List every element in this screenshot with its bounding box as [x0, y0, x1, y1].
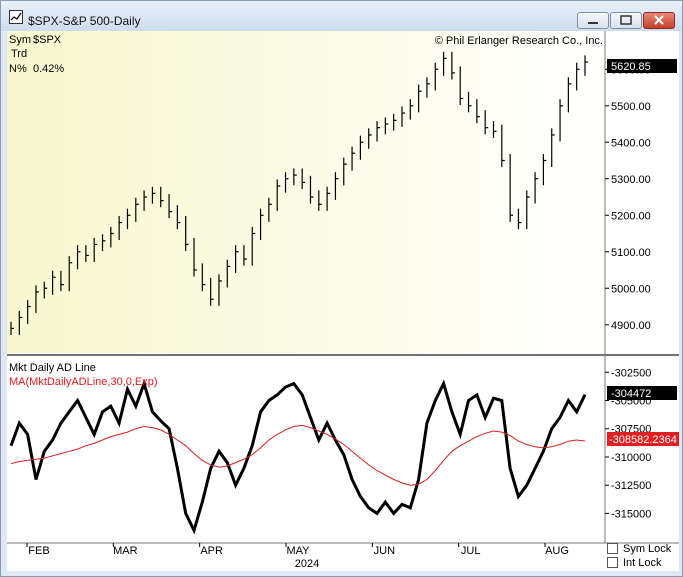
month-label: MAY [286, 545, 310, 557]
info-sym-value: $SPX [33, 34, 62, 46]
sym-lock-label: Sym Lock [623, 543, 672, 555]
indicator-tick-label: -312500 [611, 480, 651, 492]
ad-value-text: -304472 [611, 388, 651, 400]
title-bar[interactable]: $SPX-S&P 500-Daily [1, 1, 682, 31]
ma-line-series [10, 424, 586, 486]
year-label: 2024 [295, 558, 319, 570]
chart-app-icon [9, 10, 23, 24]
indicator-label-ma: MA(MktDailyADLine,30,0,Exp) [9, 376, 158, 388]
indicator-tick-label: -310000 [611, 452, 651, 464]
minimize-icon [588, 22, 598, 24]
indicator-label-ad: Mkt Daily AD Line [9, 362, 96, 374]
sym-lock-checkbox[interactable] [607, 543, 618, 554]
int-lock-checkbox[interactable] [607, 557, 618, 568]
close-icon [654, 15, 664, 25]
price-tick-label: 5400.00 [611, 137, 651, 149]
price-tick-label: 5300.00 [611, 174, 651, 186]
chart-svg[interactable]: 5600.005500.005400.005300.005200.005100.… [7, 31, 679, 571]
indicator-tick-label: -302500 [611, 367, 651, 379]
last-price-text: 5620.85 [611, 61, 651, 73]
month-label: FEB [28, 545, 49, 557]
price-panel-bg [7, 31, 605, 353]
close-button[interactable] [643, 12, 675, 29]
month-label: JUL [461, 545, 481, 557]
info-n-key: N% [9, 63, 27, 75]
window-title: $SPX-S&P 500-Daily [28, 14, 141, 28]
month-label: AUG [545, 545, 569, 557]
indicator-tick-label: -315000 [611, 508, 651, 520]
ma-value-text: -308582.2364 [609, 434, 677, 446]
date-axis: FEB MAR APR MAY JUN JUL AUG [26, 543, 569, 557]
price-bars [10, 51, 588, 335]
info-sym-key: Sym [9, 34, 31, 46]
indicator-panel-bg [7, 357, 605, 543]
chart-area[interactable]: 5600.005500.005400.005300.005200.005100.… [7, 31, 679, 571]
price-tick-label: 5000.00 [611, 283, 651, 295]
last-price-tag [607, 59, 677, 73]
price-tick-label: 4900.00 [611, 320, 651, 332]
maximize-button[interactable] [610, 12, 642, 29]
month-label: JUN [374, 545, 395, 557]
minimize-button[interactable] [577, 12, 609, 29]
price-tick-label: 5100.00 [611, 247, 651, 259]
maximize-icon [620, 15, 632, 25]
int-lock-label: Int Lock [623, 557, 662, 569]
info-n-value: 0.42% [33, 63, 64, 75]
ad-line-series [9, 378, 587, 535]
price-tick-label: 5500.00 [611, 101, 651, 113]
price-tick-label: 5200.00 [611, 210, 651, 222]
ma-value-tag [607, 432, 679, 446]
price-y-axis: 5600.005500.005400.005300.005200.005100.… [605, 64, 651, 332]
copyright-text: © Phil Erlanger Research Co., Inc. [435, 35, 603, 47]
ad-value-tag [607, 386, 677, 400]
month-label: MAR [113, 545, 138, 557]
month-label: APR [200, 545, 223, 557]
ad-lines [9, 378, 587, 535]
info-trd-key: Trd [11, 48, 27, 60]
